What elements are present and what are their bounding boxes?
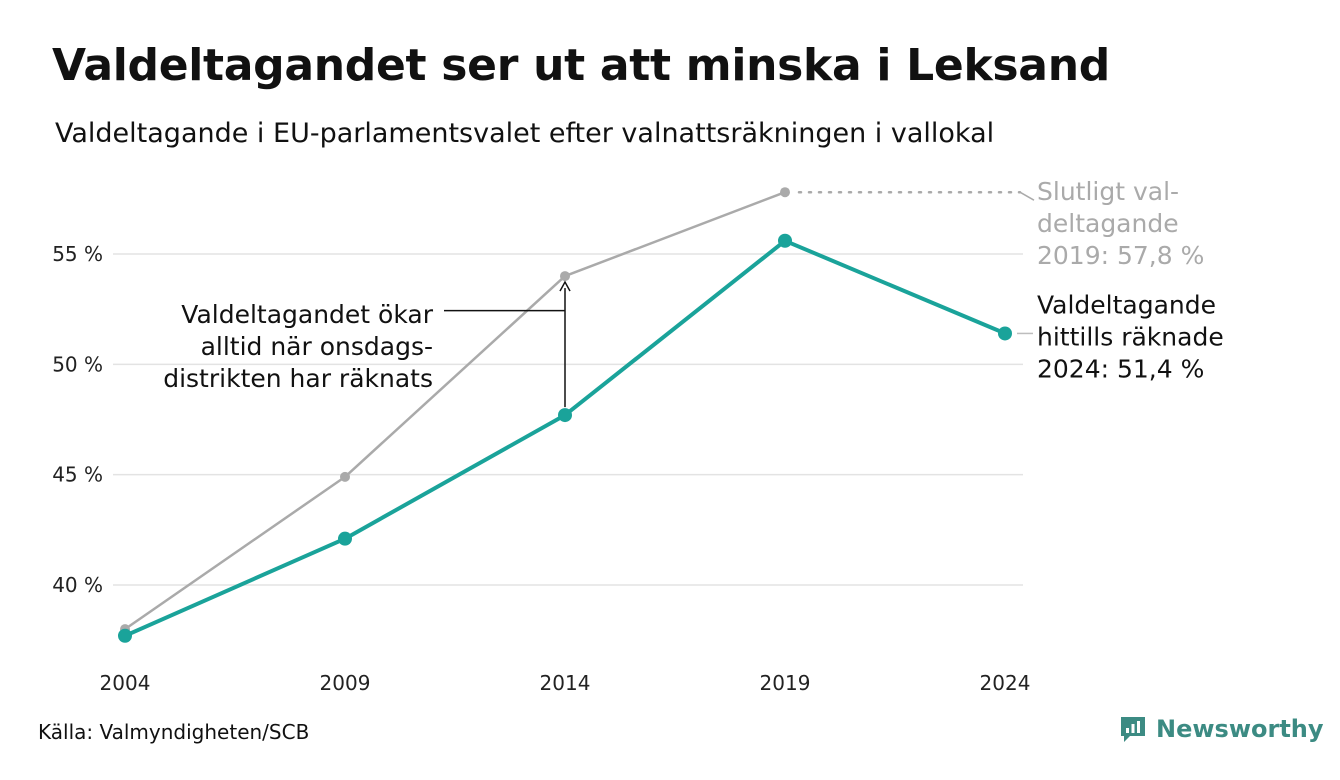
annotation-arrow-head	[559, 280, 571, 292]
x-tick-label: 2014	[540, 671, 591, 695]
y-tick-label: 55 %	[52, 242, 103, 266]
y-tick-label: 50 %	[52, 352, 103, 376]
x-tick-label: 2024	[980, 671, 1031, 695]
series-label-counted: hittills räknade	[1037, 322, 1224, 351]
y-tick-label: 40 %	[52, 573, 103, 597]
data-point-final-2019	[780, 187, 790, 198]
newsworthy-logo-icon	[1121, 717, 1145, 742]
data-point-counted-2004	[118, 628, 132, 643]
series-label-counted: Valdeltagande	[1037, 290, 1216, 319]
logo-text: Newsworthy	[1156, 715, 1324, 743]
annotation-text: distrikten har räknats	[163, 364, 433, 393]
x-tick-label: 2009	[320, 671, 371, 695]
data-point-final-2009	[340, 471, 350, 482]
source-note: Källa: Valmyndigheten/SCB	[38, 720, 310, 744]
y-tick-label: 45 %	[52, 463, 103, 487]
data-point-counted-2009	[338, 531, 352, 546]
data-point-counted-2019	[778, 233, 792, 248]
x-tick-label: 2004	[100, 671, 151, 695]
series-line-final	[123, 190, 787, 631]
chart-title: Valdeltagandet ser ut att minska i Leksa…	[52, 40, 1110, 91]
series-label-final: deltagande	[1037, 209, 1179, 238]
data-point-final-2014	[560, 271, 570, 282]
series-label-counted: 2024: 51,4 %	[1037, 354, 1204, 383]
annotation-text: alltid när onsdags-	[201, 332, 433, 361]
final-label-leader-tick	[1019, 191, 1035, 201]
data-point-counted-2014	[558, 408, 572, 423]
series-label-final: Slutligt val-	[1037, 177, 1179, 206]
chart-subtitle: Valdeltagande i EU-parlamentsvalet efter…	[55, 118, 995, 149]
newsworthy-logo: Newsworthy	[1118, 714, 1324, 744]
x-tick-label: 2019	[760, 671, 811, 695]
annotation-text: Valdeltagandet ökar	[181, 300, 433, 329]
data-point-counted-2024	[998, 326, 1012, 341]
series-label-final: 2019: 57,8 %	[1037, 241, 1204, 270]
